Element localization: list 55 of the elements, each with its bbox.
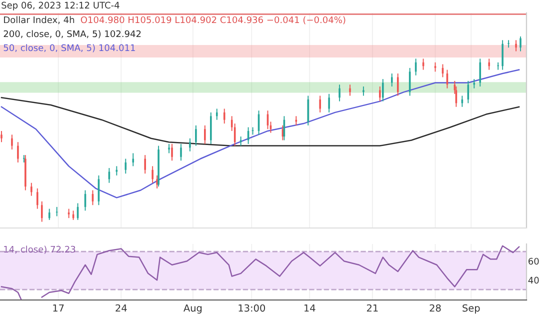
- candlestick: [328, 93, 330, 113]
- y-tick-label: 60: [528, 258, 539, 265]
- candlestick: [17, 142, 19, 163]
- candlestick: [23, 154, 25, 163]
- candlestick: [390, 73, 393, 87]
- candlestick: [382, 78, 384, 102]
- x-tick-label: Aug: [184, 304, 202, 314]
- y-tick-label: 40: [528, 276, 539, 284]
- candlestick: [144, 154, 146, 174]
- x-tick-label: Sep: [462, 304, 480, 314]
- candlestick: [223, 108, 226, 124]
- candlestick: [0, 130, 2, 143]
- text: 50, close, 0, SMA, 5) 104.011: [4, 44, 135, 52]
- x-tick-label: 14: [304, 304, 316, 312]
- candlestick: [36, 188, 38, 210]
- candlestick: [40, 200, 43, 222]
- candlestick: [168, 143, 170, 154]
- candlestick: [180, 143, 182, 162]
- candlestick: [338, 84, 340, 102]
- candlestick: [362, 86, 364, 96]
- candlestick: [502, 40, 504, 70]
- x-tick-label: 13:00: [238, 304, 266, 312]
- candlestick: [379, 86, 381, 102]
- chart-title: Dollar Index, 4h: [4, 16, 74, 24]
- candlestick: [349, 84, 351, 96]
- candlestick: [171, 143, 173, 162]
- x-tick-label: 24: [116, 304, 127, 312]
- candlestick: [520, 36, 522, 52]
- x-tick-label: 21: [366, 304, 378, 312]
- series-label: 14, close) 72.23: [4, 246, 76, 254]
- candlestick: [216, 108, 218, 120]
- candlestick: [132, 152, 134, 167]
- text: 200, close, 0, SMA, 5) 102.942: [4, 30, 141, 38]
- candlestick: [479, 58, 482, 87]
- candlestick: [124, 158, 127, 174]
- candlestick: [30, 182, 32, 196]
- candlestick: [48, 208, 50, 220]
- candlestick: [515, 40, 517, 52]
- candlestick: [11, 134, 13, 150]
- x-tick-label: 28: [430, 304, 441, 312]
- text: O104.980 H105.019 L104.902 C104.936 −0.041 (−0.04%): [80, 16, 346, 24]
- candlestick: [152, 166, 154, 184]
- candlestick: [508, 40, 510, 48]
- candlestick: [68, 208, 70, 219]
- candlestick: [307, 95, 310, 126]
- x-tick-label: 17: [53, 304, 64, 312]
- candlestick: [488, 58, 490, 70]
- candlestick: [240, 136, 242, 146]
- text: Sep 06, 2023 12:12 UTC-4: [2, 2, 120, 10]
- candlestick: [396, 73, 399, 96]
- candlestick: [434, 62, 436, 72]
- candlestick: [189, 138, 191, 152]
- candlestick: [319, 95, 321, 113]
- candlestick: [195, 124, 197, 146]
- candlestick: [204, 124, 206, 144]
